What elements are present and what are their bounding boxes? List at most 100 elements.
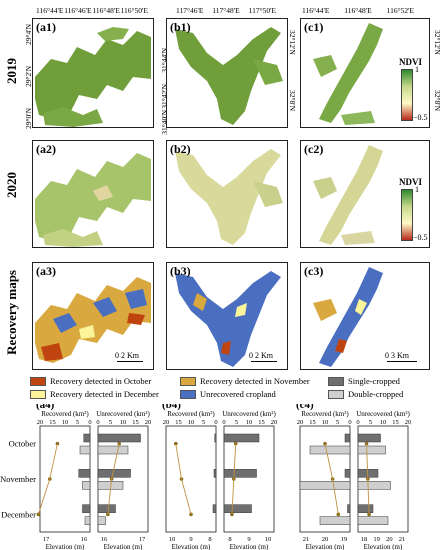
recovered-elevation-line	[175, 443, 192, 515]
unrecovered-tick-label: 15	[392, 419, 399, 426]
c-lat-right-2: 32°8'N	[433, 90, 442, 112]
recovery-map-b3	[175, 271, 281, 367]
scalebar-line-b3	[251, 361, 277, 362]
unrecovered-tick-label: 5	[109, 419, 112, 426]
unrecovered-tick-label: 10	[380, 419, 387, 426]
unrecovered-single-bar	[97, 504, 116, 513]
unrecovered-single-bar	[97, 433, 141, 443]
recovered-tick-label: 15	[309, 419, 316, 426]
unrecovered-single-bar	[357, 504, 374, 513]
a-coord-3: 116°48'E	[92, 6, 120, 15]
recovered-double-bar	[309, 445, 351, 455]
recovered-tick-label: 5	[76, 419, 79, 426]
legend-swatch-october	[30, 376, 46, 386]
c-lat-left-2: 32°8'N	[288, 90, 297, 112]
row-label-2019: 2019	[4, 58, 19, 84]
unrecovered-tick-label: 20	[405, 419, 412, 426]
c-lat-left-1: 32°12'N	[288, 30, 297, 55]
recovered-elevation-tick-label: 19	[341, 536, 348, 543]
recovered-single-bar	[83, 433, 91, 443]
unrecovered-elevation-xlabel: Elevation (m)	[230, 543, 269, 550]
recovered-tick-label: 5	[336, 419, 339, 426]
cropland-map-b1	[175, 27, 283, 125]
panel-label-b2: (b2)	[170, 142, 191, 156]
b-top-coords: 117°46'E 117°48'E 117°50'E	[176, 6, 276, 15]
unrecovered-elevation-tick-label: 16	[101, 536, 108, 543]
map-panel-b2: (b2)	[166, 140, 288, 248]
unrecovered-elevation-tick-label: 21	[399, 536, 406, 543]
recovered-tick-label: 0	[214, 419, 217, 426]
chart-panel-label: (c4)	[296, 404, 314, 411]
recovered-tick-label: 0	[348, 419, 351, 426]
chart-panel-label: (b4)	[162, 404, 181, 411]
a-coord-1: 116°44'E	[36, 6, 64, 15]
recovered-tick-label: 20	[163, 419, 170, 426]
panel-label-b3: (b3)	[170, 264, 191, 278]
unrecovered-double-bar	[357, 481, 391, 490]
recovered-tick-label: 20	[37, 419, 44, 426]
cropland-map-b2	[175, 149, 283, 245]
recovered-elevation-tick-label: 8	[208, 536, 211, 543]
ndvi-legend-title-2: NDVI	[399, 177, 423, 187]
unrecovered-single-bar	[97, 469, 131, 478]
legend-swatch-unrecovered	[180, 389, 196, 399]
recovered-double-bar	[319, 516, 351, 525]
scalebar-b3: 0 2 Km	[249, 351, 273, 360]
recovered-elevation-tick-label: 9	[189, 536, 192, 543]
recovered-elevation-xlabel: Elevation (m)	[306, 543, 345, 550]
recovered-elevation-xlabel: Elevation (m)	[46, 543, 85, 550]
recovered-elevation-tick-label: 20	[322, 536, 329, 543]
c-lat-right-1: 32°12'N	[433, 30, 442, 55]
row-label-2020: 2020	[4, 172, 19, 198]
legend-swatch-single	[328, 376, 344, 386]
legend-label-november: Recovery detected in November	[200, 376, 310, 386]
category-label: December	[1, 509, 36, 519]
panel-label-c3: (c3)	[304, 264, 324, 278]
legend-item-december: Recovery detected in December	[30, 389, 180, 399]
legend-item-november: Recovery detected in November	[180, 376, 328, 386]
unrecovered-elevation-line	[107, 443, 120, 515]
legend-label-double: Double-cropped	[348, 389, 404, 399]
unrecovered-elevation-tick-label: 20	[386, 536, 393, 543]
panel-label-a2: (a2)	[36, 142, 56, 156]
c-top-coords: 116°44'E 116°48'E 116°52'E	[302, 6, 414, 15]
unrecovered-axis-title: Unrecovered (km²)	[96, 410, 150, 418]
ndvi-max-2: 1	[415, 185, 419, 194]
recovered-single-bar	[214, 433, 217, 443]
map-panel-b3: (b3) 0 2 Km	[166, 262, 288, 370]
ndvi-max-1: 1	[415, 65, 419, 74]
a-coord-2: 116°46'E	[64, 6, 92, 15]
recovered-axis-title: Recovered (km²)	[41, 410, 89, 418]
unrecovered-single-bar	[223, 504, 252, 513]
unrecovered-tick-label: 20	[145, 419, 152, 426]
map-panel-a3: (a3) 0 2 Km	[32, 262, 154, 370]
unrecovered-elevation-xlabel: Elevation (m)	[364, 543, 403, 550]
legend-label-october: Recovery detected in October	[50, 376, 152, 386]
recovered-double-bar	[82, 481, 91, 490]
recovered-single-bar	[213, 469, 217, 478]
chart-panel-label: (a4)	[36, 404, 55, 411]
legend-label-december: Recovery detected in December	[50, 389, 159, 399]
unrecovered-tick-label: 0	[222, 419, 225, 426]
legend-label-single: Single-cropped	[348, 376, 400, 386]
b-coord-2: 117°48'E	[212, 6, 240, 15]
recovered-plot-frame	[299, 425, 351, 533]
a-coord-4: 116°50'E	[120, 6, 148, 15]
ndvi-min-2: −0.5	[413, 233, 428, 242]
unrecovered-single-bar	[223, 469, 257, 478]
ndvi-colorbar-1	[401, 69, 413, 121]
recovered-plot-frame	[165, 425, 217, 533]
b-coord-1: 117°46'E	[176, 6, 204, 15]
unrecovered-tick-label: 0	[96, 419, 99, 426]
recovered-single-bar	[347, 504, 351, 513]
recovered-tick-label: 0	[88, 419, 91, 426]
legend-item-october: Recovery detected in October	[30, 376, 180, 386]
recovery-map-a3	[35, 277, 151, 363]
unrecovered-tick-label: 5	[369, 419, 372, 426]
unrecovered-axis-title: Unrecovered (km²)	[222, 410, 276, 418]
ndvi-colorbar-2	[401, 189, 413, 241]
recovered-elevation-tick-label: 21	[303, 536, 310, 543]
legend-swatch-december	[30, 389, 46, 399]
recovered-elevation-tick-label: 17	[43, 536, 50, 543]
